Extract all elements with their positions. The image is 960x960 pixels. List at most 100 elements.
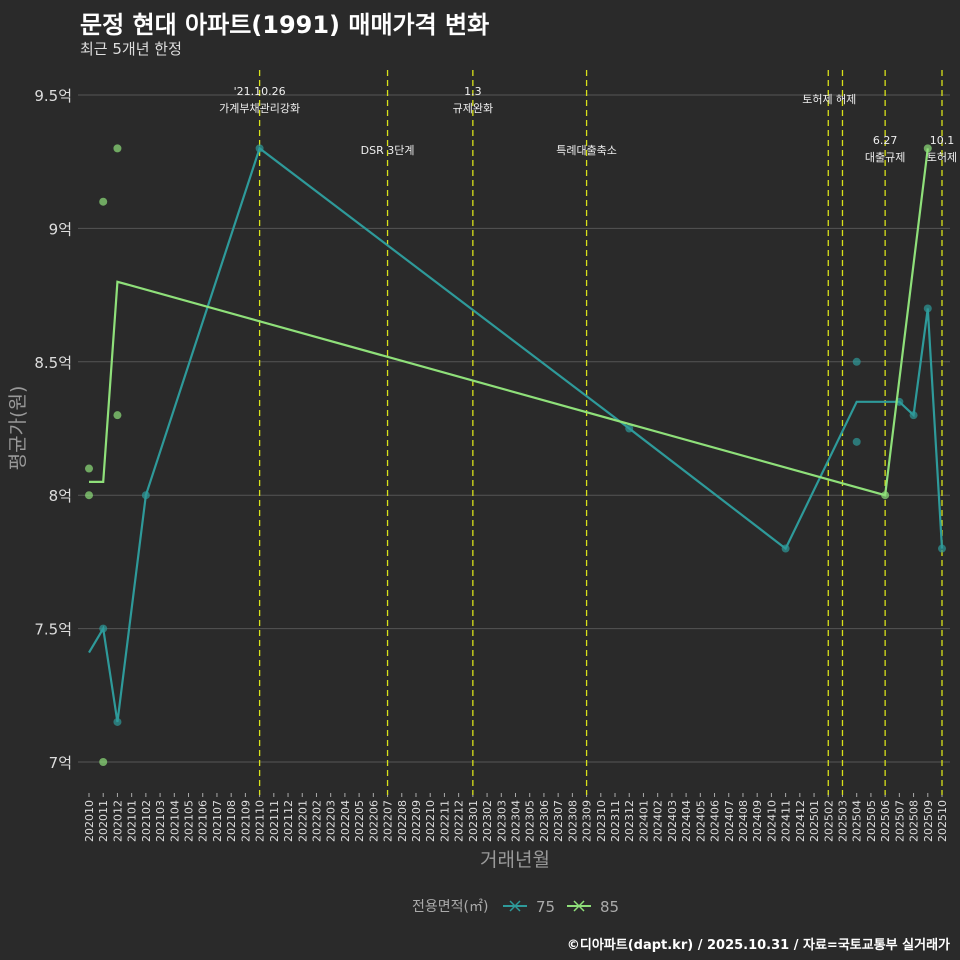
- data-point-85: [99, 758, 108, 766]
- x-tick-label: 202206: [367, 800, 380, 842]
- x-tick-label: 202308: [566, 800, 579, 842]
- y-tick-label: 9억: [49, 220, 72, 238]
- event-label: 10.1: [930, 134, 955, 147]
- x-tick-label: 202412: [794, 800, 807, 842]
- data-point-85: [85, 491, 93, 500]
- x-tick-label: 202404: [680, 800, 693, 842]
- x-tick-label: 202410: [765, 800, 778, 842]
- x-axis-label: 거래년월: [480, 849, 550, 871]
- data-point-75: [99, 624, 108, 633]
- event-label: 토허제: [927, 151, 957, 164]
- x-tick-label: 202106: [197, 800, 210, 842]
- data-point-75: [938, 544, 946, 553]
- y-tick-label: 8.5억: [34, 354, 72, 372]
- x-tick-label: 202506: [879, 800, 892, 842]
- event-label: 6.27: [873, 134, 898, 147]
- x-tick-label: 202107: [211, 800, 224, 842]
- legend-key-mark-85: [573, 900, 585, 912]
- legend-label-75: 75: [536, 898, 555, 916]
- y-tick-label: 9.5억: [34, 87, 72, 105]
- x-tick-label: 202507: [893, 800, 906, 842]
- event-label: '21.10.26: [234, 85, 286, 98]
- x-tick-label: 202306: [538, 800, 551, 842]
- x-tick-label: 202103: [154, 800, 167, 842]
- data-point-85: [923, 144, 932, 153]
- legend-key-mark-75: [509, 900, 521, 912]
- event-label: 규제완화: [453, 102, 493, 115]
- chart-subtitle: 최근 5개년 한정: [80, 40, 182, 58]
- x-tick-label: 202111: [268, 800, 281, 842]
- x-tick-label: 202302: [481, 800, 494, 842]
- data-point-75: [852, 437, 861, 446]
- x-tick-label: 202411: [780, 800, 793, 842]
- chart-title: 문정 현대 아파트(1991) 매매가격 변화: [80, 11, 490, 39]
- data-point-75: [625, 424, 634, 433]
- x-tick-label: 202204: [339, 800, 352, 842]
- legend-title: 전용면적(㎡): [412, 899, 488, 915]
- data-point-75: [113, 717, 122, 726]
- data-point-75: [923, 304, 932, 313]
- x-tick-label: 202104: [168, 800, 181, 842]
- x-tick-label: 202501: [808, 800, 821, 842]
- x-tick-label: 202012: [111, 800, 124, 842]
- x-tick-label: 202401: [637, 800, 650, 842]
- x-tick-label: 202312: [623, 800, 636, 842]
- x-tick-label: 202301: [467, 800, 480, 842]
- event-label: 특례대출축소: [556, 144, 617, 157]
- event-label: 1.3: [464, 85, 482, 98]
- x-tick-label: 202310: [595, 800, 608, 842]
- event-label: 대출규제: [865, 151, 905, 164]
- x-tick-label: 202101: [126, 800, 139, 842]
- x-tick-label: 202210: [424, 800, 437, 842]
- x-tick-label: 202305: [524, 800, 537, 842]
- x-tick-label: 202406: [709, 800, 722, 842]
- x-tick-label: 202509: [922, 800, 935, 842]
- data-point-85: [881, 491, 890, 500]
- event-label: 가계부채관리강화: [219, 102, 300, 115]
- series-line-75: [88, 146, 944, 723]
- x-tick-label: 202207: [382, 800, 395, 842]
- x-tick-label: 202109: [239, 800, 252, 842]
- event-label: DSR 3단계: [361, 144, 415, 157]
- x-tick-label: 202407: [723, 800, 736, 842]
- x-tick-label: 202011: [97, 800, 110, 842]
- x-tick-label: 202409: [751, 800, 764, 842]
- series-line-85: [89, 148, 929, 497]
- data-point-75: [852, 357, 861, 366]
- data-point-75: [781, 544, 790, 553]
- data-point-75: [255, 144, 264, 153]
- x-tick-label: 202309: [581, 800, 594, 842]
- x-tick-label: 202502: [822, 800, 835, 842]
- x-tick-label: 202504: [851, 800, 864, 842]
- data-point-85: [99, 197, 108, 206]
- x-tick-label: 202212: [453, 800, 466, 842]
- data-point-75: [141, 491, 150, 500]
- x-tick-label: 202402: [652, 800, 665, 842]
- x-tick-label: 202202: [310, 800, 323, 842]
- x-tick-label: 202408: [737, 800, 750, 842]
- x-tick-label: 202203: [325, 800, 338, 842]
- y-tick-label: 8억: [49, 487, 72, 505]
- x-tick-label: 202303: [495, 800, 508, 842]
- data-point-75: [909, 411, 918, 420]
- data-point-85: [113, 411, 122, 420]
- x-tick-label: 202010: [83, 800, 96, 842]
- x-tick-label: 202510: [936, 800, 949, 842]
- x-tick-label: 202209: [410, 800, 423, 842]
- x-tick-label: 202503: [836, 800, 849, 842]
- x-tick-label: 202211: [438, 800, 451, 842]
- x-tick-label: 202505: [865, 800, 878, 842]
- data-point-85: [85, 464, 93, 473]
- x-tick-label: 202108: [225, 800, 238, 842]
- x-tick-label: 202112: [282, 800, 295, 842]
- x-tick-label: 202508: [908, 800, 921, 842]
- x-tick-label: 202307: [552, 800, 565, 842]
- legend-label-85: 85: [600, 898, 619, 916]
- x-tick-label: 202405: [694, 800, 707, 842]
- y-axis-label: 평균가(원): [7, 386, 29, 471]
- footer-credit: ©디아파트(dapt.kr) / 2025.10.31 / 자료=국토교통부 실…: [566, 938, 950, 953]
- x-tick-label: 202201: [296, 800, 309, 842]
- x-tick-label: 202208: [396, 800, 409, 842]
- y-tick-label: 7.5억: [34, 621, 72, 639]
